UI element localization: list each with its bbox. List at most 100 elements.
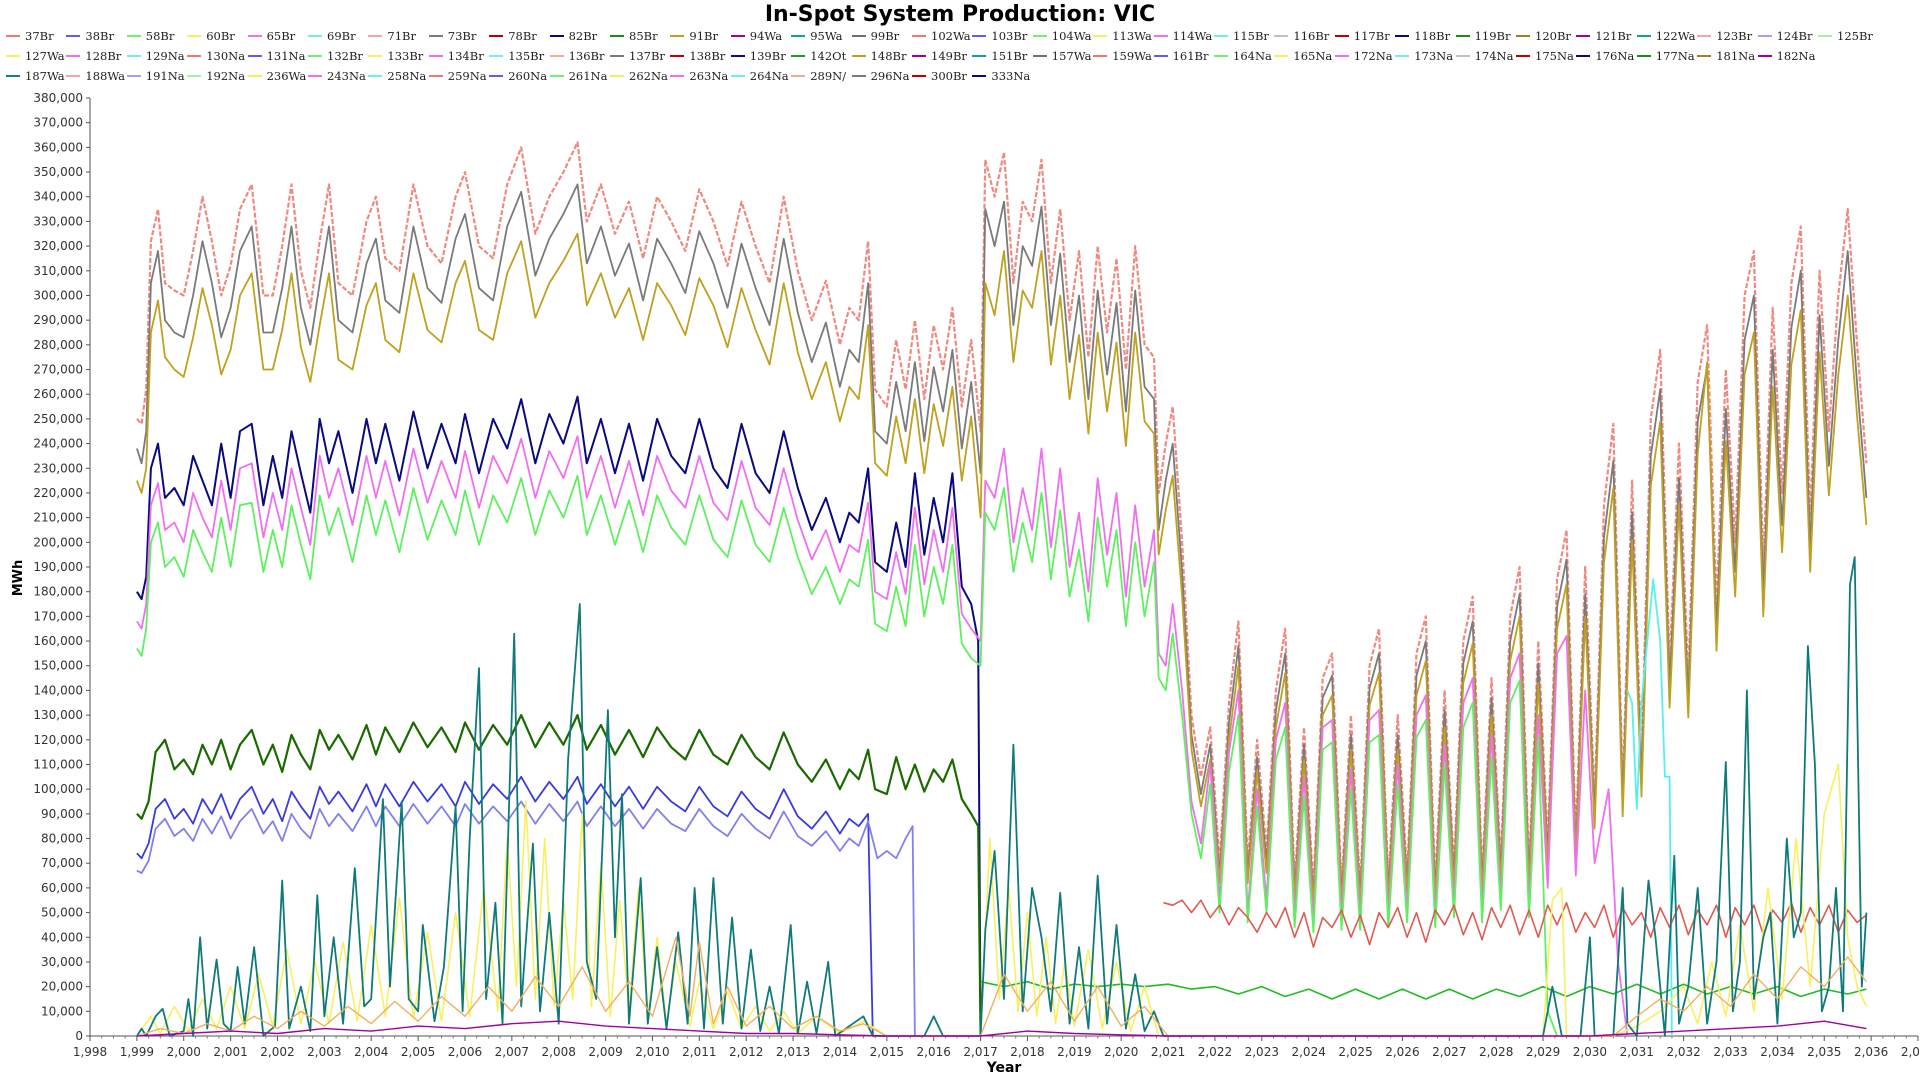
legend-item: 116Br xyxy=(1274,29,1329,45)
y-tick-label: 170,000 xyxy=(33,609,83,623)
legend-swatch xyxy=(1818,35,1832,37)
y-tick-label: 10,000 xyxy=(41,1004,83,1018)
legend-swatch xyxy=(66,75,81,77)
legend-label: 103Br xyxy=(991,29,1028,43)
legend-label: 182Na xyxy=(1776,49,1816,63)
legend-label: 243Na xyxy=(327,69,366,83)
x-tick-label: 2,011 xyxy=(682,1045,716,1059)
legend-item: 114Wa xyxy=(1153,29,1212,45)
legend-label: 95Wa xyxy=(810,29,843,43)
legend-item: 95Wa xyxy=(791,29,843,45)
legend-item: 263Na xyxy=(670,69,728,85)
legend-swatch xyxy=(1455,55,1470,57)
x-tick-label: 2,029 xyxy=(1526,1045,1560,1059)
legend-label: 119Br xyxy=(1474,29,1511,43)
x-tick-label: 1,998 xyxy=(73,1045,107,1059)
legend-label: 127Wa xyxy=(25,49,65,63)
y-tick-label: 100,000 xyxy=(33,782,83,796)
y-tick-label: 280,000 xyxy=(33,338,83,352)
legend-item: 165Na xyxy=(1274,49,1332,65)
legend-item: 65Br xyxy=(247,29,295,45)
legend-swatch xyxy=(1153,35,1168,37)
legend-item: 131Na xyxy=(247,49,305,65)
legend-swatch xyxy=(912,55,926,57)
legend-label: 124Br xyxy=(1776,29,1813,43)
y-tick-label: 330,000 xyxy=(33,214,83,228)
legend-swatch xyxy=(730,75,745,77)
x-tick-label: 2,000 xyxy=(167,1045,201,1059)
legend-label: 192Na xyxy=(206,69,246,83)
legend-item: 120Br xyxy=(1516,29,1571,45)
legend-item: 113Wa xyxy=(1093,29,1152,45)
legend-item: 175Na xyxy=(1516,49,1574,65)
legend-label: 159Wa xyxy=(1112,49,1152,63)
legend-swatch xyxy=(549,35,564,37)
legend-item: 187Wa xyxy=(6,69,65,85)
legend-item: 129Na xyxy=(126,49,185,65)
legend-label: 181Na xyxy=(1716,49,1756,63)
legend-swatch xyxy=(489,55,504,57)
legend-item: 300Br xyxy=(912,69,967,85)
legend-swatch xyxy=(368,55,383,57)
legend-label: 263Na xyxy=(689,69,729,83)
legend-item: 182Na xyxy=(1757,49,1816,65)
legend-swatch xyxy=(1697,35,1712,37)
legend-swatch xyxy=(66,35,81,37)
legend-item: 122Wa xyxy=(1636,29,1695,45)
legend-item: 60Br xyxy=(187,29,235,45)
legend-label: 264Na xyxy=(749,69,789,83)
legend-label: 137Br xyxy=(629,49,665,63)
y-tick-label: 220,000 xyxy=(33,486,83,500)
legend-label: 164Na xyxy=(1233,49,1272,63)
chart-title: In-Spot System Production: VIC xyxy=(764,2,1156,27)
x-tick-label: 2,020 xyxy=(1104,1045,1138,1059)
legend-swatch xyxy=(972,55,987,57)
y-tick-label: 350,000 xyxy=(33,165,83,179)
legend-item: 125Br xyxy=(1818,29,1873,45)
legend-label: 102Wa xyxy=(931,29,971,43)
legend-item: 192Na xyxy=(187,69,245,85)
series-line-82Br xyxy=(136,395,982,1037)
legend-label: 104Wa xyxy=(1051,29,1092,43)
legend-label: 175Na xyxy=(1535,49,1574,63)
legend-label: 133Br xyxy=(387,49,424,63)
legend-label: 58Br xyxy=(145,29,175,43)
y-tick-label: 50,000 xyxy=(41,906,83,920)
legend-swatch xyxy=(851,75,866,77)
legend-swatch xyxy=(6,75,20,77)
y-tick-label: 140,000 xyxy=(33,683,83,697)
legend-swatch xyxy=(1214,55,1228,57)
legend-item: 142Ot xyxy=(791,49,846,65)
series-line-236Wa xyxy=(136,936,1867,1037)
legend-item: 118Br xyxy=(1395,29,1450,45)
legend-swatch xyxy=(66,55,81,57)
legend-swatch xyxy=(670,55,685,57)
series-line-58Br xyxy=(136,474,1558,1037)
legend-item: 177Na xyxy=(1636,49,1695,65)
y-tick-label: 290,000 xyxy=(33,313,83,327)
y-tick-label: 200,000 xyxy=(33,535,83,549)
legend-label: 129Na xyxy=(145,49,185,63)
legend-swatch xyxy=(1576,35,1591,37)
legend-item: 115Br xyxy=(1214,29,1269,45)
y-tick-label: 240,000 xyxy=(33,437,83,451)
x-tick-label: 2,025 xyxy=(1338,1045,1372,1059)
legend-swatch xyxy=(912,35,926,37)
y-tick-label: 190,000 xyxy=(33,560,83,574)
legend-item: 191Na xyxy=(126,69,185,85)
legend-swatch xyxy=(1093,55,1108,57)
legend-label: 115Br xyxy=(1233,29,1269,43)
legend-label: 128Br xyxy=(85,49,122,63)
legend-item: 136Br xyxy=(549,49,605,65)
legend-swatch xyxy=(1757,35,1772,37)
legend-label: 130Na xyxy=(206,49,246,63)
legend-label: 296Na xyxy=(870,69,910,83)
legend-label: 99Br xyxy=(870,29,900,43)
legend-item: 123Br xyxy=(1697,29,1752,45)
x-tick-label: 2,016 xyxy=(917,1045,951,1059)
y-tick-label: 300,000 xyxy=(33,288,83,302)
legend-item: 121Br xyxy=(1576,29,1631,45)
legend-swatch xyxy=(1274,35,1289,37)
legend-label: 172Na xyxy=(1353,49,1393,63)
legend-swatch xyxy=(1032,35,1047,37)
